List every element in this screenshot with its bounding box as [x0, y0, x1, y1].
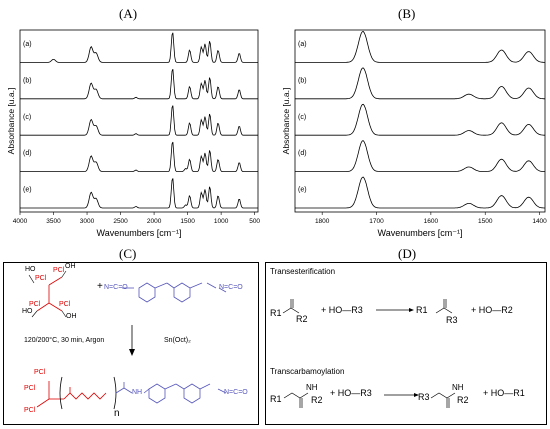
- x-tick-label: 1700: [369, 218, 384, 225]
- reagent-ho-r3-2: + HO—R3: [330, 388, 372, 398]
- plot-frame: [19, 29, 259, 213]
- x-tick-label: 2000: [147, 218, 162, 225]
- spectrum-line-b: [295, 67, 545, 100]
- spectrum-line-b: [20, 69, 258, 100]
- hydroxyl-label-3: HO: [22, 308, 33, 315]
- spectrum-line-d: [20, 141, 258, 173]
- product-r3: R3: [446, 315, 458, 325]
- pcl-label-2: PCl: [53, 267, 65, 274]
- y-axis-label: Absorbance [u.a.]: [281, 88, 291, 155]
- trace-label-b: (b): [23, 77, 32, 84]
- product-ho-r1: + HO—R1: [483, 388, 525, 398]
- carbamate-r2: R2: [311, 395, 323, 405]
- trace-label-e: (e): [23, 187, 32, 194]
- x-axis-label: Wavenumbers [cm⁻¹]: [378, 228, 463, 238]
- pcl-label-7: PCl: [24, 407, 36, 414]
- reaction-conditions: 120/200°C, 30 min, Argon: [24, 337, 105, 344]
- product-ho-r2: + HO—R2: [471, 305, 513, 315]
- reaction-scheme-box: HO PCl PCl OH HO PCl PCl OH + N=C=O N=C=…: [3, 262, 259, 425]
- spectrum-line-d: [295, 140, 545, 173]
- y-axis-label: Absorbance [u.a.]: [6, 88, 16, 155]
- x-tick-label: 3500: [46, 218, 61, 225]
- isocyanate-label-product: N=C=O: [224, 389, 248, 396]
- trace-label-c: (c): [23, 114, 31, 121]
- ftir-chart-b: 1800 1700 1600 1500 1400 Wavenumbers [cm⁻¹] Ab…: [281, 29, 547, 238]
- hydroxyl-label-4: OH: [66, 313, 77, 320]
- x-tick-label: 2500: [113, 218, 128, 225]
- x-tick-label: 1800: [315, 218, 330, 225]
- transesterification-heading: Transesterification: [270, 267, 336, 276]
- side-reactions-drawing: [282, 299, 456, 408]
- x-tick-label: 1600: [424, 218, 439, 225]
- spectrum-line-a: [20, 32, 258, 63]
- pcl-label-5: PCl: [34, 369, 46, 376]
- side-reactions-box: Transesterification R1 R2 + HO—R3 R1 R3 …: [265, 262, 547, 425]
- trace-label-e: (e): [298, 187, 307, 194]
- panel-a-letter: (A): [119, 6, 138, 21]
- x-tick-label: 1500: [180, 218, 195, 225]
- spectrum-line-e: [20, 178, 258, 209]
- x-tick-label: 1400: [532, 218, 547, 225]
- plus-sign: +: [97, 281, 103, 292]
- panel-b-letter: (B): [398, 6, 416, 21]
- trace-label-a: (a): [298, 41, 307, 48]
- reaction-scheme-drawing: [28, 270, 227, 410]
- transcarbamoylation-heading: Transcarbamoylation: [270, 367, 345, 376]
- trace-label-c: (c): [298, 114, 306, 121]
- ester-r2: R2: [296, 314, 308, 324]
- ftir-chart-a: 4000 3500 3000 2500 2000 1500 1000 500 Wavenumbe…: [6, 29, 260, 238]
- product-carbamate-r2: R2: [457, 395, 469, 405]
- x-tick-label: 500: [249, 218, 260, 225]
- spectrum-line-c: [295, 103, 545, 136]
- x-tick-label: 1000: [214, 218, 229, 225]
- pcl-label-6: PCl: [24, 385, 36, 392]
- pcl-label-1: PCl: [35, 275, 47, 282]
- x-tick-label: 1500: [478, 218, 493, 225]
- catalyst-label: Sn(Oct)₂: [164, 337, 191, 344]
- reagent-ho-r3-1: + HO—R3: [321, 305, 363, 315]
- x-tick-label: 3000: [80, 218, 95, 225]
- hydroxyl-label-1: HO: [25, 266, 36, 273]
- pcl-label-3: PCl: [29, 301, 41, 308]
- pcl-label-4: PCl: [59, 301, 71, 308]
- x-axis-label: Wavenumbers [cm⁻¹]: [97, 228, 182, 238]
- panel-c-letter: (C): [119, 246, 137, 261]
- trace-label-d: (d): [23, 150, 32, 157]
- product-carbamate-r3: R3: [418, 392, 430, 402]
- repeat-n: n: [114, 408, 120, 419]
- spectrum-line-a: [295, 31, 545, 63]
- spectrum-line-c: [20, 105, 258, 136]
- isocyanate-label-left: N=C=O: [104, 284, 128, 291]
- product-carbamate-nh: NH: [452, 383, 464, 392]
- urethane-nh: NH: [132, 389, 143, 396]
- carbamate-r1: R1: [270, 394, 282, 404]
- isocyanate-label-right: N=C=O: [219, 284, 243, 291]
- product-r1: R1: [416, 305, 428, 315]
- trace-label-a: (a): [23, 41, 32, 48]
- panel-d-letter: (D): [398, 246, 417, 261]
- carbamate-nh: NH: [306, 383, 318, 392]
- spectrum-line-e: [295, 176, 545, 209]
- trace-label-b: (b): [298, 77, 307, 84]
- plot-frame: [294, 29, 546, 213]
- ester-r1: R1: [270, 308, 282, 318]
- trace-label-d: (d): [298, 150, 307, 157]
- x-tick-label: 4000: [13, 218, 28, 225]
- hydroxyl-label-2: OH: [65, 263, 76, 270]
